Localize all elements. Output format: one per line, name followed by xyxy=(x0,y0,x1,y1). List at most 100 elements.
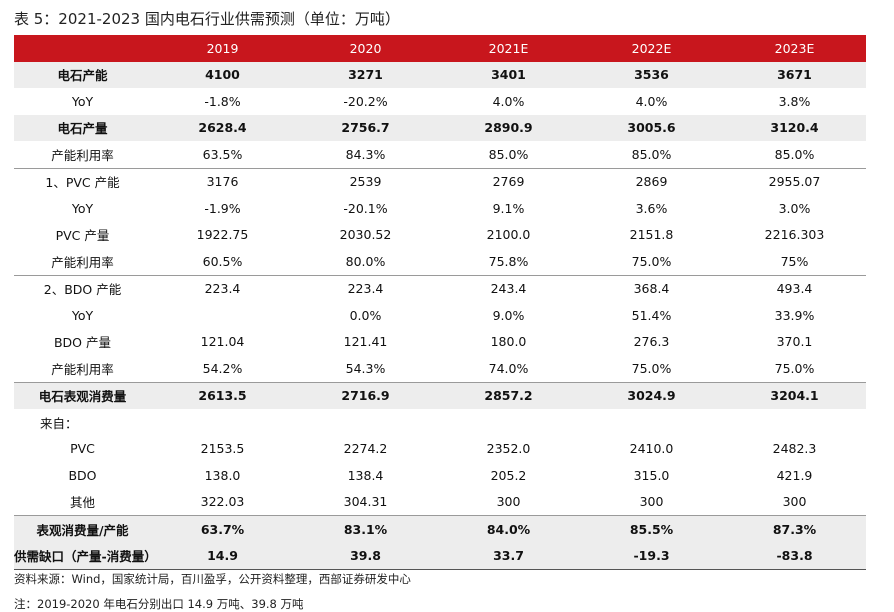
value-cell: 370.1 xyxy=(776,334,813,350)
value-cell: 75.0% xyxy=(631,360,672,376)
value-cell: 4100 xyxy=(151,61,294,88)
value-cell: 4.0% xyxy=(635,93,668,109)
value-cell: 2613.5 xyxy=(151,381,294,409)
supply-demand-table: 2019 2020 2021E 2022E 2023E 电石产能 4100 3271… xyxy=(14,35,866,570)
value-cell: 3.0% xyxy=(778,200,811,216)
value-cell: 2857.2 xyxy=(437,381,580,409)
value-cell: 223.4 xyxy=(294,274,437,302)
table-row: 产能利用率 63.5% 84.3% 85.0% 85.0% 85.0% xyxy=(14,141,866,168)
table-row: PVC 产量 1922.75 2030.52 2100.0 2151.8 2216.303 xyxy=(14,222,866,249)
row-label: 1、PVC 产能 xyxy=(14,167,151,195)
header-row: 2019 2020 2021E 2022E 2023E xyxy=(14,35,866,62)
value-cell: 2410.0 xyxy=(629,441,674,457)
value-cell: 180.0 xyxy=(490,334,527,350)
value-cell: 54.3% xyxy=(345,360,386,376)
table-row: 来自： xyxy=(14,409,866,436)
table-row: BDO 产量 121.04 121.41 180.0 276.3 370.1 xyxy=(14,329,866,356)
value-cell: 315.0 xyxy=(633,467,670,483)
row-label: 产能利用率 xyxy=(51,361,114,377)
row-label: 表观消费量/产能 xyxy=(14,515,151,543)
value-cell: 322.03 xyxy=(200,494,245,510)
table-row: 电石产量 2628.4 2756.7 2890.9 3005.6 3120.4 xyxy=(14,114,866,141)
value-cell: 121.04 xyxy=(200,334,245,350)
row-label: 其他 xyxy=(69,495,95,511)
value-cell: 3401 xyxy=(437,61,580,88)
table-row: 2、BDO 产能 223.4 223.4 243.4 368.4 493.4 xyxy=(14,274,866,302)
value-cell: 75.0% xyxy=(631,253,672,269)
value-cell: 2955.07 xyxy=(723,167,866,195)
header-cell: 2022E xyxy=(580,35,723,62)
row-label: 电石表观消费量 xyxy=(14,381,151,409)
row-label: YoY xyxy=(71,200,94,216)
value-cell: 0.0% xyxy=(349,307,382,323)
value-cell: 4.0% xyxy=(492,93,525,109)
row-label: 供需缺口（产量-消费量） xyxy=(14,542,157,570)
value-cell: 2716.9 xyxy=(294,381,437,409)
value-cell: 84.3% xyxy=(345,146,386,162)
row-label: 电石产能 xyxy=(14,61,151,88)
row-label: 来自： xyxy=(40,415,78,431)
value-cell: 63.7% xyxy=(151,515,294,543)
value-cell: 2216.303 xyxy=(764,227,825,243)
table-row: 产能利用率 54.2% 54.3% 74.0% 75.0% 75.0% xyxy=(14,355,866,382)
row-label: 产能利用率 xyxy=(51,254,114,270)
value-cell: 300 xyxy=(639,494,664,510)
value-cell: 3204.1 xyxy=(723,381,866,409)
value-cell: 3.6% xyxy=(635,200,668,216)
value-cell: 138.4 xyxy=(347,467,384,483)
value-cell: 87.3% xyxy=(723,515,866,543)
table-row: 表观消费量/产能 63.7% 83.1% 84.0% 85.5% 87.3% xyxy=(14,515,866,543)
value-cell: 2030.52 xyxy=(339,227,392,243)
value-cell: 83.1% xyxy=(294,515,437,543)
value-cell: 205.2 xyxy=(490,467,527,483)
value-cell: 51.4% xyxy=(631,307,672,323)
value-cell: -20.1% xyxy=(343,200,388,216)
value-cell: 368.4 xyxy=(580,274,723,302)
value-cell: 2153.5 xyxy=(200,441,245,457)
value-cell: 1922.75 xyxy=(196,227,249,243)
value-cell: 2274.2 xyxy=(343,441,388,457)
value-cell: 421.9 xyxy=(776,467,813,483)
value-cell xyxy=(151,302,294,329)
value-cell: 85.0% xyxy=(488,146,529,162)
source-note: 资料来源：Wind，国家统计局，百川盈孚，公开资料整理，西部证券研发中心 xyxy=(14,572,411,586)
value-cell: -19.3 xyxy=(580,542,723,570)
table-title: 表 5：2021-2023 国内电石行业供需预测（单位：万吨） xyxy=(14,10,400,28)
row-label: PVC xyxy=(70,441,95,457)
value-cell: 3005.6 xyxy=(580,114,723,141)
header-cell: 2023E xyxy=(723,35,866,62)
value-cell: 85.0% xyxy=(774,146,815,162)
value-cell: 2869 xyxy=(580,167,723,195)
value-cell: 85.0% xyxy=(631,146,672,162)
table-row: 1、PVC 产能 3176 2539 2769 2869 2955.07 xyxy=(14,167,866,195)
value-cell: -1.8% xyxy=(204,93,241,109)
row-label: 2、BDO 产能 xyxy=(14,274,151,302)
value-cell: -20.2% xyxy=(343,93,388,109)
value-cell: 2890.9 xyxy=(437,114,580,141)
value-cell: 2756.7 xyxy=(294,114,437,141)
header-cell: 2020 xyxy=(294,35,437,62)
value-cell xyxy=(437,409,580,436)
value-cell xyxy=(723,409,866,436)
value-cell: 3.8% xyxy=(778,93,811,109)
value-cell: 493.4 xyxy=(723,274,866,302)
value-cell: 300 xyxy=(496,494,521,510)
value-cell: 2352.0 xyxy=(486,441,531,457)
value-cell: 304.31 xyxy=(343,494,388,510)
header-cell xyxy=(14,35,151,62)
value-cell: 2628.4 xyxy=(151,114,294,141)
table-row: 其他 322.03 304.31 300 300 300 xyxy=(14,489,866,516)
value-cell: 121.41 xyxy=(343,334,388,350)
value-cell: 243.4 xyxy=(437,274,580,302)
value-cell: 54.2% xyxy=(202,360,243,376)
value-cell: 138.0 xyxy=(204,467,241,483)
value-cell: 75.0% xyxy=(774,360,815,376)
value-cell: 63.5% xyxy=(202,146,243,162)
table-row: YoY -1.9% -20.1% 9.1% 3.6% 3.0% xyxy=(14,195,866,222)
table-row: 供需缺口（产量-消费量） 14.9 39.8 33.7 -19.3 -83.8 xyxy=(14,542,866,570)
table-row: BDO 138.0 138.4 205.2 315.0 421.9 xyxy=(14,462,866,489)
row-label: YoY xyxy=(71,307,94,323)
header-cell: 2021E xyxy=(437,35,580,62)
header-cell: 2019 xyxy=(151,35,294,62)
table-row: 电石产能 4100 3271 3401 3536 3671 xyxy=(14,61,866,88)
